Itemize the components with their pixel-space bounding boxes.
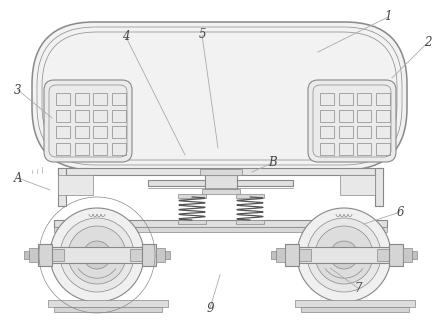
Text: 7: 7 (354, 281, 362, 294)
Bar (271, 251, 276, 259)
Bar (58, 168, 383, 175)
Bar (75, 126, 89, 139)
Bar (403, 248, 412, 262)
Text: A: A (14, 171, 22, 185)
Bar (321, 126, 334, 139)
Bar (205, 175, 237, 189)
Circle shape (89, 247, 105, 263)
Bar (339, 126, 353, 139)
Bar (58, 168, 66, 206)
Bar (54, 227, 387, 232)
Text: 2: 2 (424, 36, 432, 49)
Bar (56, 143, 71, 155)
Bar (29, 248, 38, 262)
Bar (377, 249, 389, 261)
Bar (376, 110, 389, 122)
Bar (389, 244, 403, 266)
Bar (295, 300, 415, 307)
Bar (58, 175, 93, 195)
Bar (24, 251, 29, 259)
Bar (340, 175, 375, 195)
Bar (56, 126, 71, 139)
Bar (285, 244, 299, 266)
Text: 9: 9 (206, 302, 214, 315)
Bar (286, 247, 402, 263)
Bar (357, 143, 371, 155)
Bar (148, 180, 293, 186)
Text: 3: 3 (14, 83, 22, 96)
Bar (56, 110, 71, 122)
FancyBboxPatch shape (44, 80, 132, 162)
Bar (142, 244, 156, 266)
Bar (165, 251, 170, 259)
Bar (376, 143, 389, 155)
Bar (75, 110, 89, 122)
Text: 6: 6 (396, 205, 404, 218)
Bar (93, 143, 107, 155)
Bar (56, 93, 71, 105)
Bar (54, 307, 162, 312)
Bar (357, 126, 371, 139)
Bar (321, 110, 334, 122)
Text: B: B (268, 156, 276, 170)
FancyBboxPatch shape (308, 80, 396, 162)
Bar (357, 110, 371, 122)
Bar (276, 248, 285, 262)
Bar (93, 126, 107, 139)
Bar (299, 249, 311, 261)
Text: 1: 1 (384, 10, 392, 23)
Bar (321, 143, 334, 155)
Bar (54, 220, 387, 227)
Bar (412, 251, 417, 259)
Bar (38, 244, 52, 266)
Bar (357, 93, 371, 105)
Bar (376, 93, 389, 105)
Circle shape (83, 241, 111, 269)
Bar (339, 143, 353, 155)
Bar (111, 110, 126, 122)
Bar (200, 169, 242, 175)
Bar (236, 220, 264, 224)
Bar (111, 93, 126, 105)
Circle shape (297, 208, 391, 302)
Bar (178, 194, 206, 198)
Bar (111, 126, 126, 139)
Bar (39, 247, 155, 263)
Circle shape (330, 241, 358, 269)
Circle shape (315, 226, 373, 284)
Bar (75, 93, 89, 105)
Bar (236, 194, 264, 198)
Bar (339, 110, 353, 122)
Bar (48, 300, 168, 307)
Bar (178, 220, 206, 224)
Bar (156, 248, 165, 262)
Text: 4: 4 (122, 31, 130, 43)
Circle shape (68, 226, 126, 284)
Bar (52, 249, 64, 261)
Bar (375, 168, 383, 206)
Bar (202, 189, 240, 194)
Bar (301, 307, 409, 312)
Bar (376, 126, 389, 139)
Bar (93, 110, 107, 122)
Bar (111, 143, 126, 155)
FancyBboxPatch shape (32, 22, 407, 170)
Circle shape (307, 218, 381, 292)
Circle shape (336, 247, 352, 263)
Bar (130, 249, 142, 261)
Circle shape (60, 218, 134, 292)
Bar (75, 143, 89, 155)
Bar (321, 93, 334, 105)
Circle shape (50, 208, 144, 302)
Bar (339, 93, 353, 105)
Bar (93, 93, 107, 105)
Text: 5: 5 (198, 28, 206, 41)
